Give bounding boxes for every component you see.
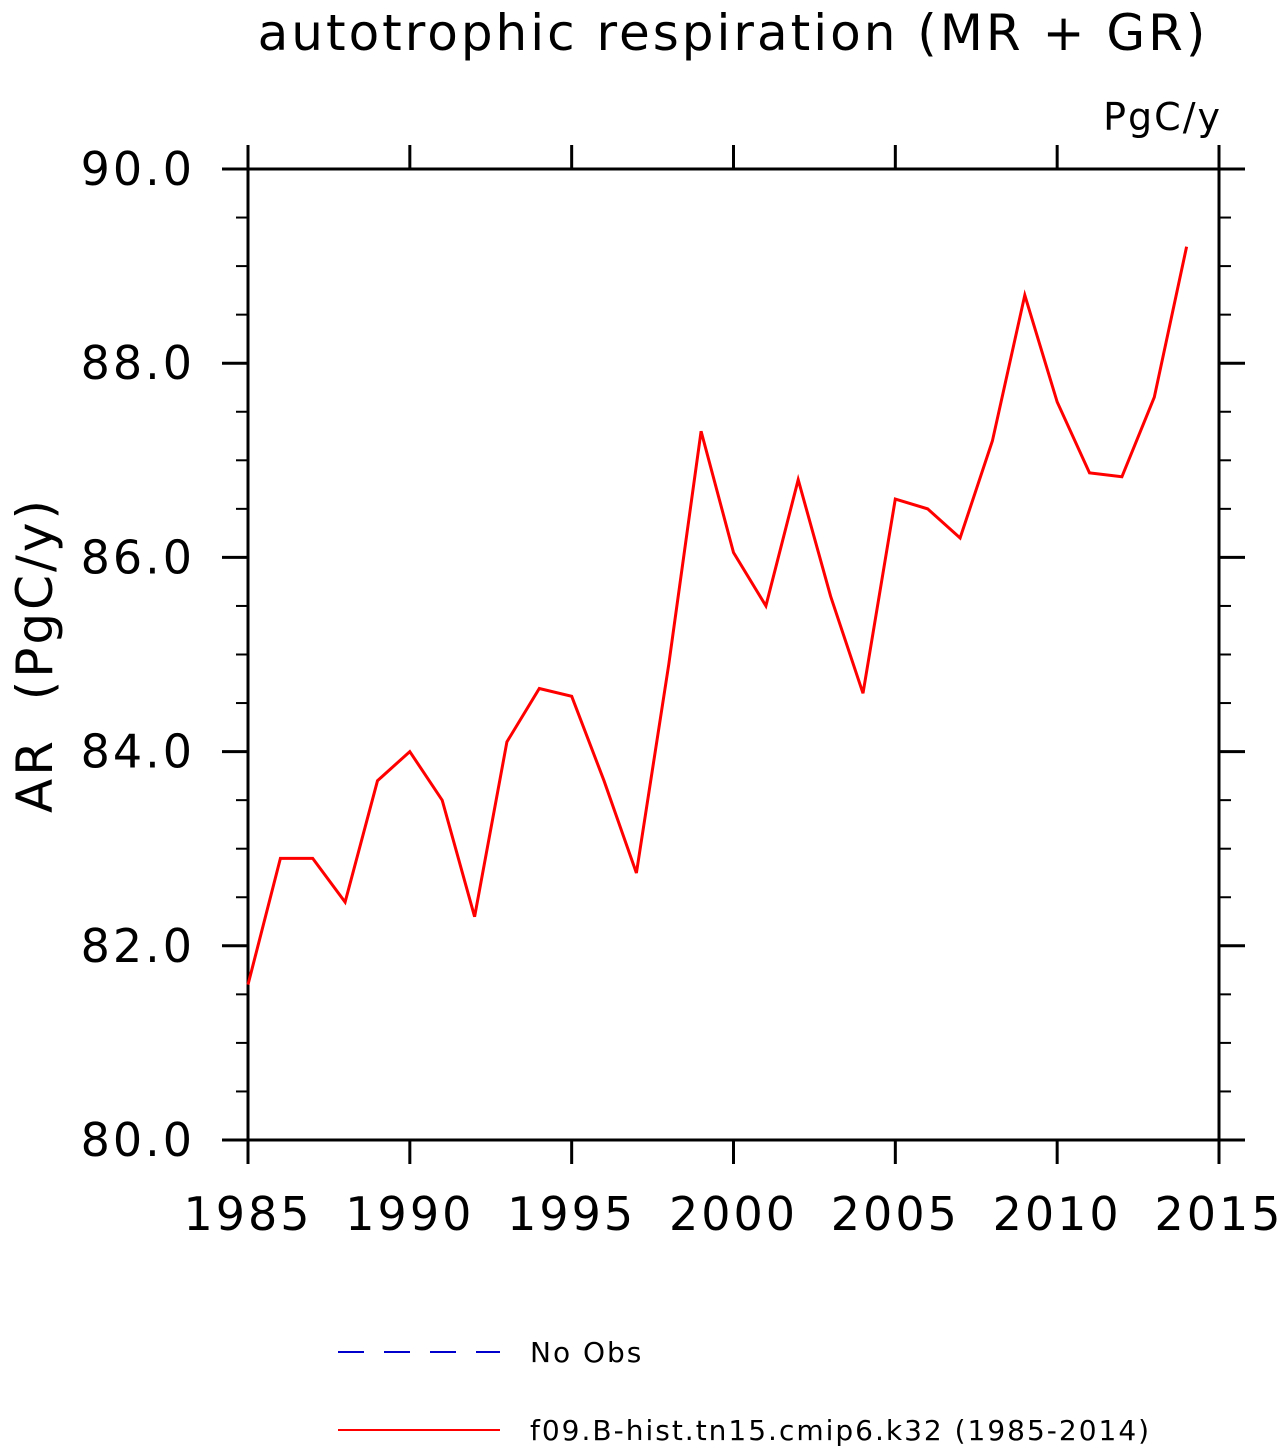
data-point bbox=[247, 983, 249, 985]
data-point bbox=[668, 663, 670, 665]
data-point bbox=[635, 872, 637, 874]
y-tick-label: 88.0 bbox=[81, 336, 195, 390]
data-point bbox=[312, 857, 314, 859]
x-tick-label: 2005 bbox=[831, 1187, 960, 1241]
data-point bbox=[344, 901, 346, 903]
x-tick-label: 1985 bbox=[183, 1187, 312, 1241]
data-point bbox=[1153, 396, 1155, 398]
data-point bbox=[1024, 294, 1026, 296]
data-point bbox=[1121, 476, 1123, 478]
data-point bbox=[829, 595, 831, 597]
data-point bbox=[700, 430, 702, 432]
data-point bbox=[862, 692, 864, 694]
data-point bbox=[376, 780, 378, 782]
series-layer bbox=[246, 245, 1189, 985]
data-point bbox=[279, 857, 281, 859]
y-tick-label: 86.0 bbox=[81, 530, 195, 584]
legend-label: No Obs bbox=[530, 1336, 643, 1369]
y-tick-label: 82.0 bbox=[81, 919, 195, 973]
data-point bbox=[927, 508, 929, 510]
data-point bbox=[441, 799, 443, 801]
data-point bbox=[473, 915, 475, 917]
data-point bbox=[538, 687, 540, 689]
y-tick-label: 80.0 bbox=[81, 1113, 195, 1167]
data-point bbox=[732, 551, 734, 553]
data-point bbox=[1056, 401, 1058, 403]
legend-label: f09.B-hist.tn15.cmip6.k32 (1985-2014) bbox=[530, 1414, 1151, 1447]
chart-title: autotrophic respiration (MR + GR) bbox=[258, 4, 1209, 62]
data-point bbox=[506, 741, 508, 743]
y-tick-label: 84.0 bbox=[81, 725, 195, 779]
data-point bbox=[797, 479, 799, 481]
y-tick-label: 90.0 bbox=[81, 142, 195, 196]
legend: No Obs f09.B-hist.tn15.cmip6.k32 (1985-20… bbox=[338, 1336, 1151, 1447]
plot-frame bbox=[246, 167, 1221, 1142]
x-tick-label: 2015 bbox=[1154, 1187, 1278, 1241]
x-tick-label: 2000 bbox=[669, 1187, 798, 1241]
units-label: PgC/y bbox=[1103, 95, 1222, 139]
axes: 1985 1990 1995 2000 2005 2010 2015 80.0 82.0 84.0… bbox=[81, 142, 1278, 1241]
y-axis-label: AR (PgC/y) bbox=[6, 497, 64, 813]
x-tick-label: 1995 bbox=[507, 1187, 636, 1241]
data-point bbox=[959, 537, 961, 539]
x-tick-label: 1990 bbox=[345, 1187, 474, 1241]
data-point bbox=[1088, 472, 1090, 474]
data-point bbox=[765, 605, 767, 607]
x-tick-label: 2010 bbox=[993, 1187, 1122, 1241]
data-point bbox=[894, 498, 896, 500]
data-point bbox=[603, 780, 605, 782]
data-point bbox=[1185, 245, 1187, 247]
series-line bbox=[246, 246, 1189, 985]
data-point bbox=[570, 695, 572, 697]
data-point bbox=[409, 750, 411, 752]
data-point bbox=[991, 440, 993, 442]
